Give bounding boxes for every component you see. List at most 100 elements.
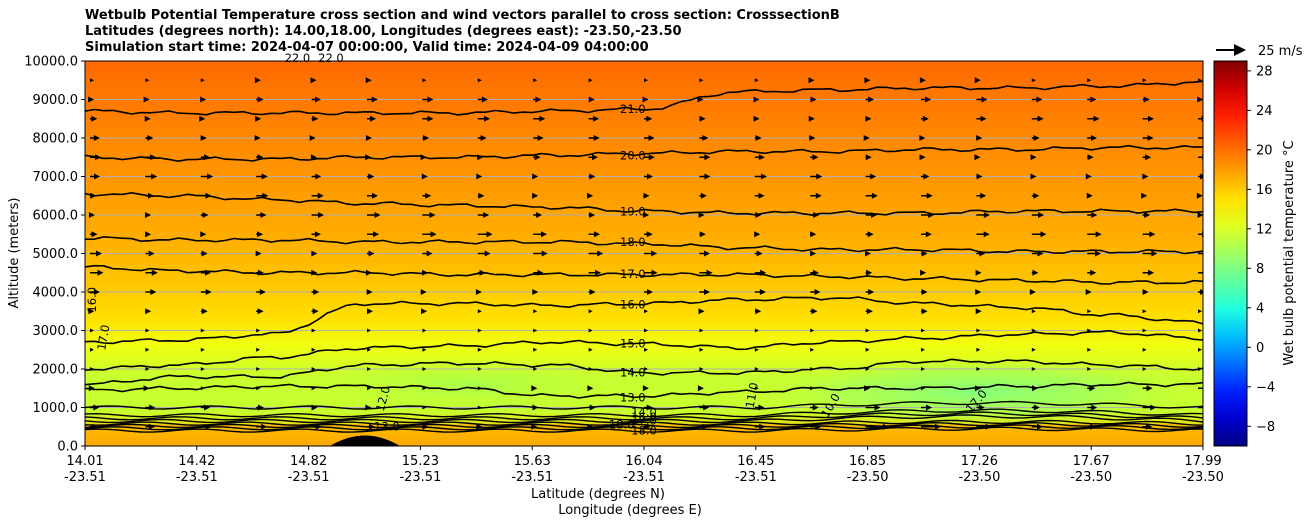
wind-vector	[311, 328, 316, 333]
wind-vector	[587, 423, 594, 430]
wind-vector	[1031, 135, 1040, 141]
y-axis-label: Altitude (meters)	[7, 198, 22, 309]
wind-vector	[88, 96, 95, 103]
wind-vector	[476, 423, 483, 430]
wind-vector	[699, 250, 710, 257]
contour-inline-label-10: 14.0	[631, 405, 657, 419]
wind-vector	[754, 212, 762, 218]
wind-vector	[810, 96, 817, 103]
wind-vector	[422, 192, 432, 199]
wind-vector	[754, 250, 763, 257]
wind-vector	[865, 231, 874, 238]
wind-vector	[422, 386, 427, 391]
wind-vector	[145, 231, 152, 238]
wind-vector	[1087, 404, 1098, 411]
wind-vector	[865, 367, 870, 371]
x-tick-lon-label-9: -23.50	[1070, 470, 1112, 485]
x-tick-lat-label-9: 17.67	[1073, 454, 1110, 469]
wind-vector	[367, 386, 371, 391]
wind-vector	[921, 212, 935, 218]
wind-vector	[976, 231, 990, 238]
wind-vector	[976, 250, 986, 257]
wind-vector	[200, 212, 209, 218]
surface-contour-4	[85, 419, 1203, 426]
wind-vector	[976, 212, 990, 218]
wind-vector	[588, 115, 600, 122]
wind-vector	[865, 154, 872, 161]
wind-vector	[477, 386, 482, 391]
wind-vector	[1030, 154, 1037, 161]
wind-vector	[367, 367, 371, 371]
wind-vector	[865, 250, 872, 257]
wind-vector	[199, 115, 206, 122]
wind-vector	[808, 115, 815, 122]
wind-vector	[420, 154, 427, 161]
wind-vector	[200, 250, 208, 257]
wind-vector	[642, 385, 649, 392]
wind-vector	[532, 173, 539, 180]
wind-vector	[919, 77, 926, 84]
x-tick-lat-label-5: 16.04	[625, 454, 662, 469]
wind-vector	[865, 269, 873, 276]
wind-vector	[588, 78, 593, 83]
wind-vector	[810, 173, 823, 180]
wind-vector	[1142, 135, 1154, 141]
wind-vector	[532, 404, 539, 411]
x-tick-lon-label-4: -23.51	[511, 470, 553, 485]
wind-vector	[1142, 385, 1153, 392]
wind-vector	[974, 77, 981, 84]
wind-vector	[1142, 328, 1147, 333]
wind-vector	[810, 328, 815, 333]
wind-vector	[200, 154, 211, 161]
wind-vector	[365, 404, 372, 411]
wind-vector	[754, 404, 765, 411]
wind-vector	[1087, 367, 1092, 371]
surface-contour-6	[85, 424, 1203, 431]
wind-vector	[422, 250, 433, 257]
wind-vector	[921, 404, 933, 411]
wind-vector	[200, 289, 212, 295]
contour-labels: 21.020.019.018.017.016.015.014.013.022.0…	[85, 51, 990, 438]
wind-vector	[644, 404, 653, 411]
wind-vector	[588, 250, 604, 257]
wind-vector	[422, 135, 430, 141]
wind-vector	[974, 385, 981, 392]
colorbar-tick-label-2: 0	[1256, 341, 1264, 356]
colorbar-tick-label-8: 24	[1256, 104, 1273, 119]
wind-vector	[477, 367, 482, 371]
x-tick-lat-label-10: 17.99	[1184, 454, 1221, 469]
wind-vector	[1142, 269, 1155, 276]
wind-vector	[865, 328, 870, 333]
wind-vector	[865, 423, 889, 430]
wind-vector	[699, 154, 711, 161]
wind-vector	[644, 347, 648, 352]
wind-vector	[921, 192, 933, 199]
quiver-key-label: 25 m/s	[1258, 44, 1303, 59]
wind-vector	[145, 423, 155, 430]
wind-vector	[367, 250, 375, 257]
wind-vector	[865, 404, 881, 411]
wind-vector	[644, 115, 653, 122]
wind-vector	[1198, 173, 1203, 180]
wind-vector	[310, 77, 317, 84]
wind-vector	[1031, 404, 1040, 411]
wind-vector	[1031, 96, 1043, 103]
wind-vector	[921, 328, 925, 333]
wind-vector	[864, 385, 871, 392]
wind-vector	[367, 173, 375, 180]
wind-vector	[588, 96, 595, 103]
x-axis-label-latitude: Latitude (degrees N)	[531, 487, 665, 502]
wind-vector	[144, 115, 151, 122]
contour-label-19: 19.0	[620, 204, 646, 218]
wind-vector	[810, 289, 821, 295]
wind-vector	[145, 192, 154, 199]
wind-vector	[754, 192, 765, 199]
wind-vector	[644, 250, 658, 257]
wind-vector	[1142, 289, 1149, 295]
wind-vector	[810, 231, 817, 238]
wind-vector	[367, 192, 378, 199]
wind-vector	[865, 192, 878, 199]
wind-vector	[1031, 250, 1044, 257]
wind-vector	[200, 386, 205, 391]
wind-vector	[644, 135, 655, 141]
